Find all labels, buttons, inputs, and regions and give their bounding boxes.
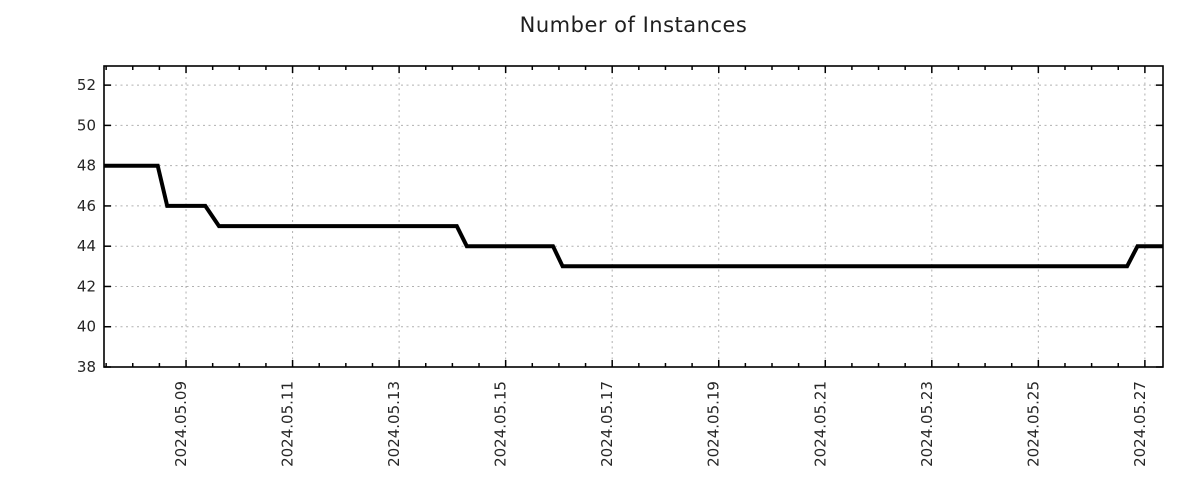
- y-tick-label: 52: [77, 76, 96, 94]
- x-tick-label: 2024.05.13: [385, 381, 403, 467]
- x-tick-label: 2024.05.25: [1024, 381, 1042, 467]
- x-tick-label: 2024.05.23: [918, 381, 936, 467]
- y-tick-label: 46: [77, 197, 96, 215]
- y-tick-label: 44: [77, 237, 96, 255]
- series-line-instances: [103, 163, 1163, 269]
- plot-border: [103, 65, 1164, 368]
- y-tick-label: 38: [77, 358, 96, 376]
- x-tick-label: 2024.05.17: [598, 381, 616, 467]
- x-tick-label: 2024.05.09: [172, 381, 190, 467]
- x-tick-label: 2024.05.21: [811, 381, 829, 467]
- x-tick-label: 2024.05.11: [279, 381, 297, 467]
- y-tick-label: 50: [77, 116, 96, 134]
- chart-title: Number of Instances: [519, 13, 748, 37]
- y-tick-label: 48: [77, 157, 96, 175]
- y-tick-label: 42: [77, 277, 96, 295]
- x-tick-label: 2024.05.15: [492, 381, 510, 467]
- x-tick-label: 2024.05.19: [705, 381, 723, 467]
- y-tick-label: 40: [77, 318, 96, 336]
- x-tick-label: 2024.05.27: [1131, 381, 1149, 467]
